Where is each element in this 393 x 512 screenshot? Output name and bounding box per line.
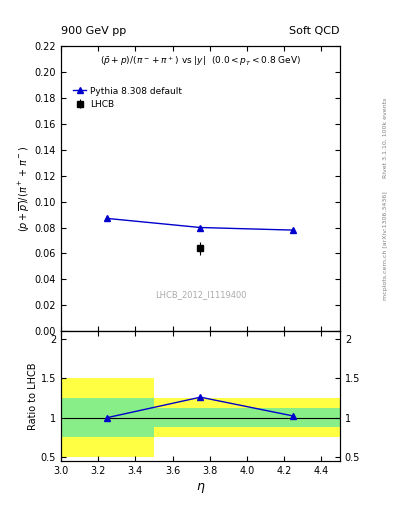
Pythia 8.308 default [105, 216, 110, 222]
Text: Rivet 3.1.10, 100k events: Rivet 3.1.10, 100k events [383, 98, 387, 178]
Y-axis label: $(p+\overline{p})/(\pi^+ + \pi^-)$: $(p+\overline{p})/(\pi^+ + \pi^-)$ [16, 145, 32, 231]
Pythia 8.308 default [198, 224, 203, 230]
Pythia 8.308 default [291, 227, 296, 233]
Y-axis label: Ratio to LHCB: Ratio to LHCB [28, 362, 38, 430]
Text: $(\bar{p}+p)/(\pi^-+\pi^+)$ vs $|y|$  $(0.0 < p_T < 0.8$ GeV$)$: $(\bar{p}+p)/(\pi^-+\pi^+)$ vs $|y|$ $(0… [100, 55, 301, 68]
Text: mcplots.cern.ch [arXiv:1306.3436]: mcplots.cern.ch [arXiv:1306.3436] [383, 191, 387, 300]
Text: Soft QCD: Soft QCD [290, 26, 340, 36]
Text: LHCB_2012_I1119400: LHCB_2012_I1119400 [155, 290, 246, 298]
Text: 900 GeV pp: 900 GeV pp [61, 26, 126, 36]
Legend: Pythia 8.308 default, LHCB: Pythia 8.308 default, LHCB [71, 85, 184, 111]
Line: Pythia 8.308 default: Pythia 8.308 default [105, 216, 296, 233]
X-axis label: $\eta$: $\eta$ [196, 481, 205, 495]
